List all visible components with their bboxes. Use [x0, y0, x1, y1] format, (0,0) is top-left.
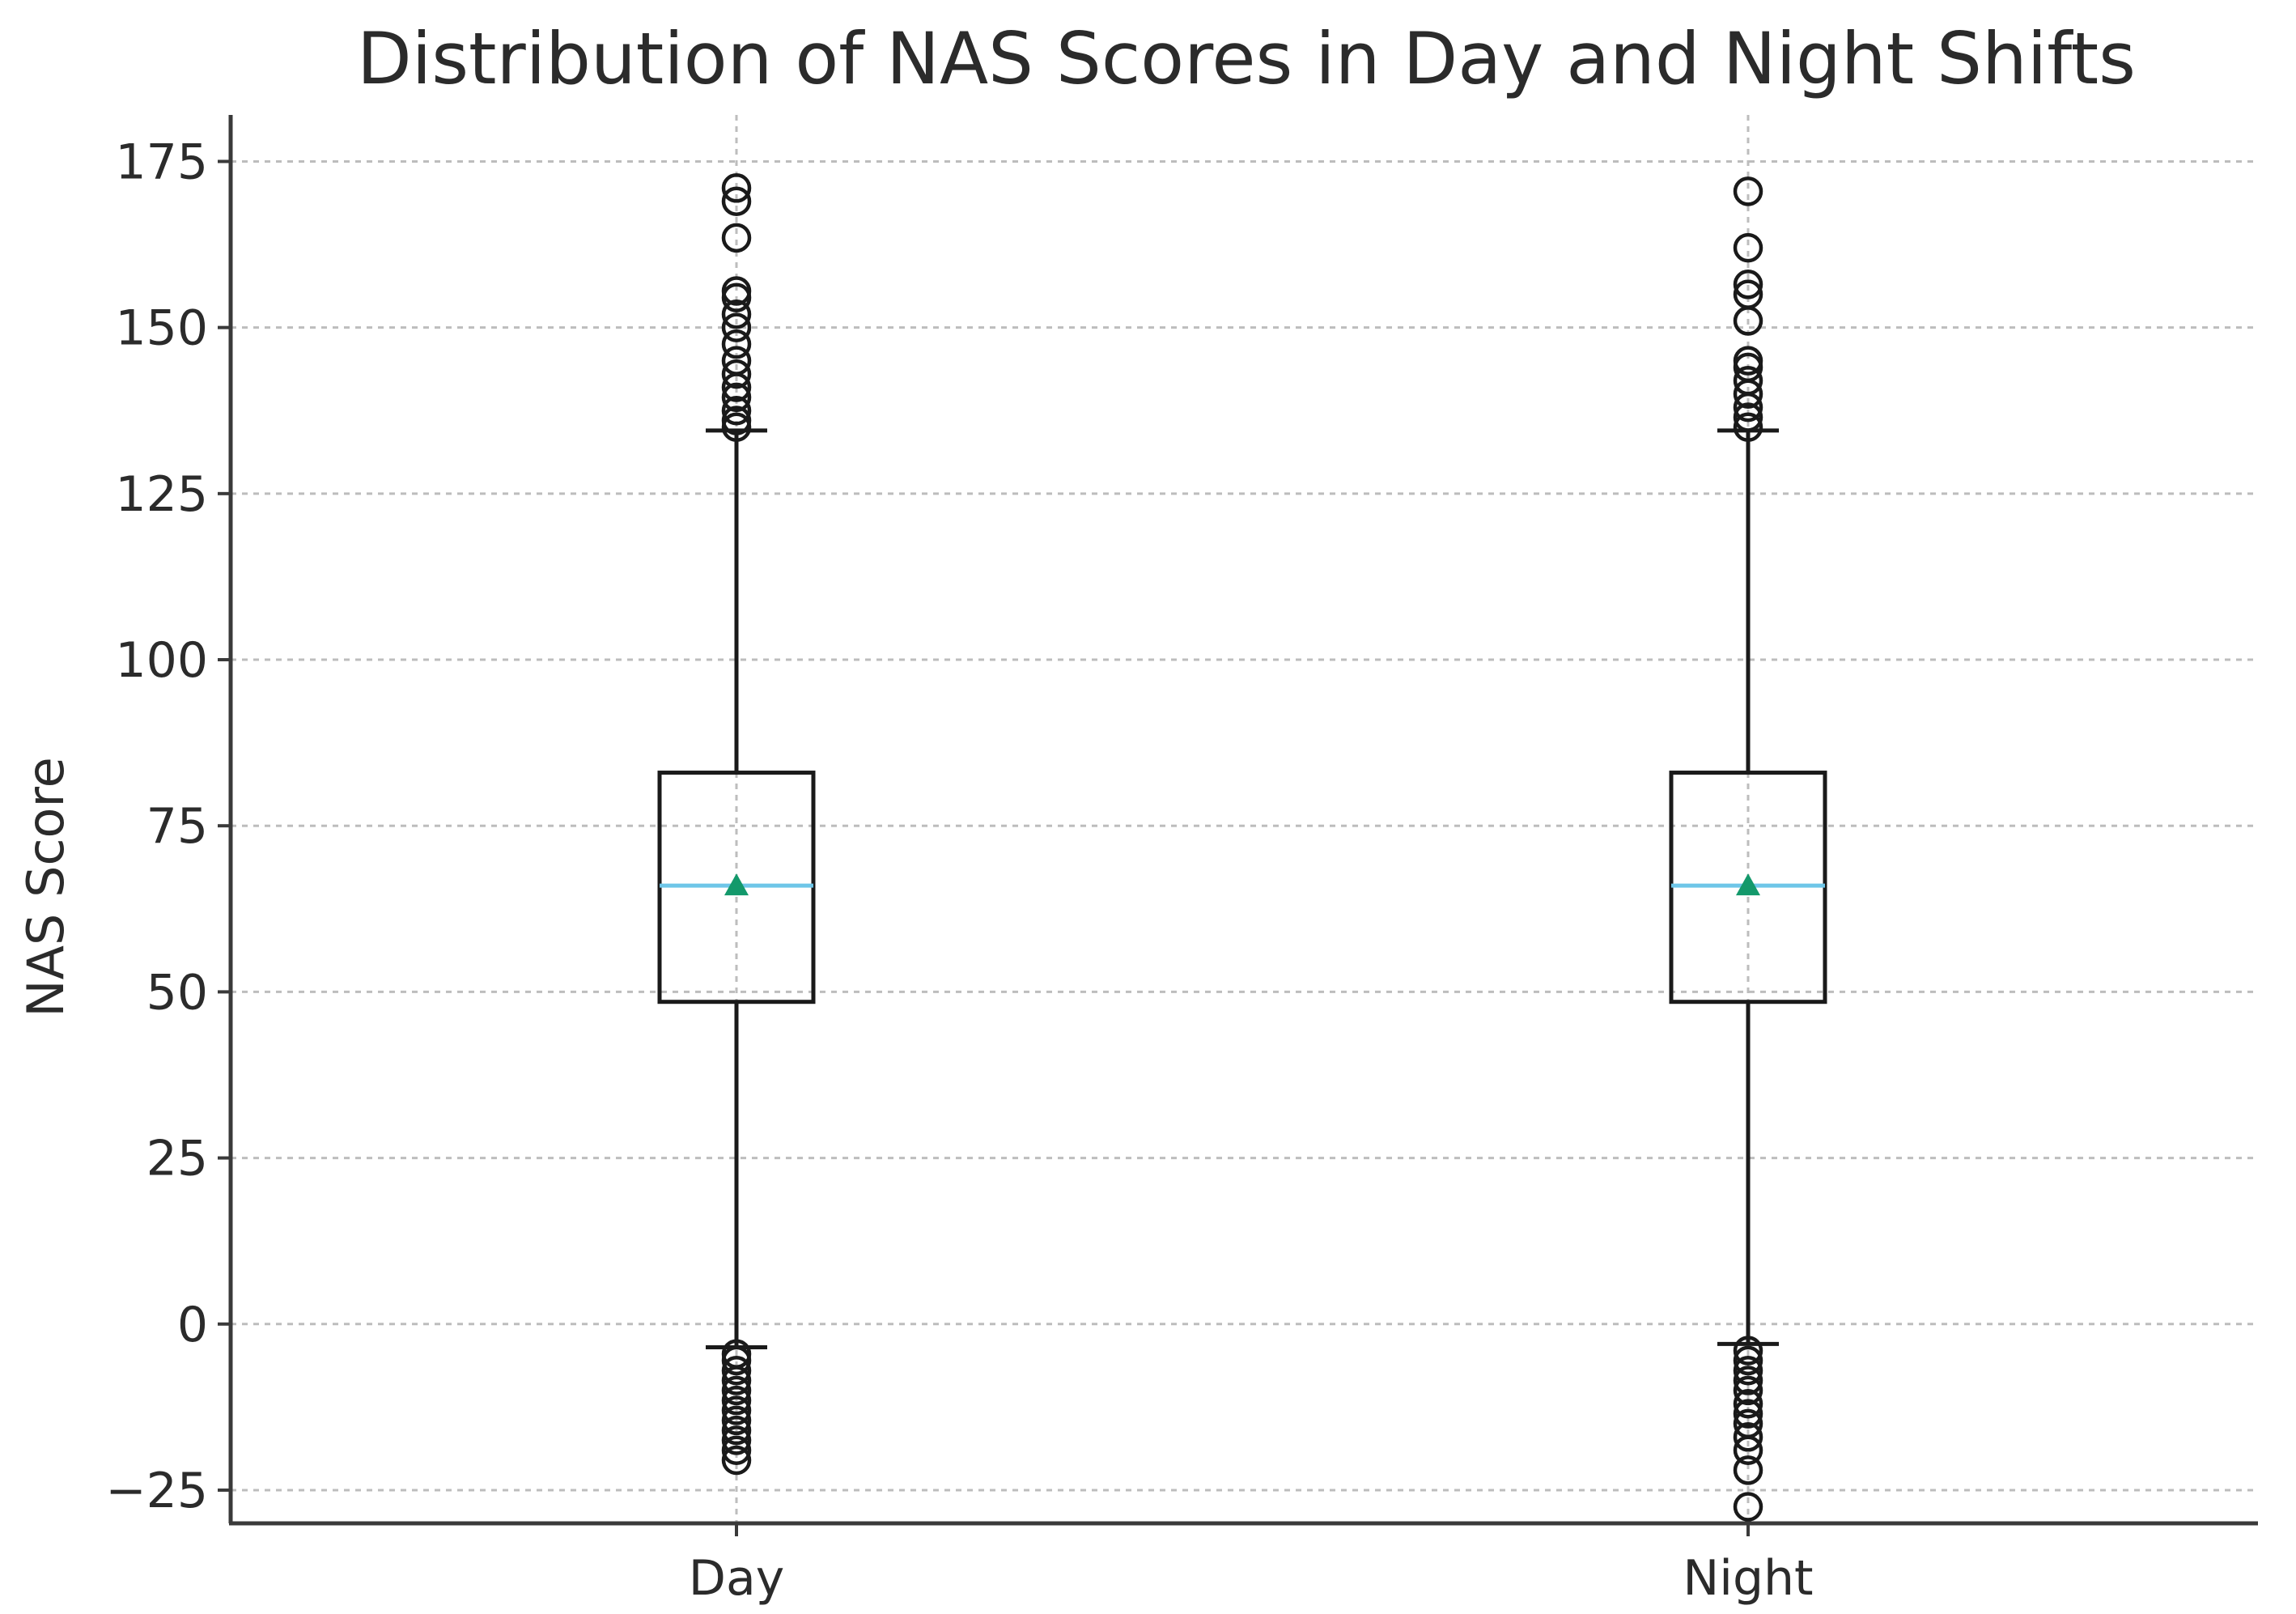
mean-marker — [724, 873, 749, 896]
outlier-point — [1733, 392, 1763, 423]
y-tick-label: 125 — [115, 466, 208, 523]
outlier-point — [1733, 1375, 1763, 1406]
plot-layer — [657, 173, 1827, 1522]
y-tick-label: 75 — [146, 798, 208, 855]
tick-layer: −25 0 25 50 75 100 125 150 175 Day Night — [105, 134, 1813, 1607]
outlier-point — [1733, 379, 1763, 409]
y-tick-label: 150 — [115, 300, 208, 357]
outlier-point — [1733, 270, 1763, 299]
outlier-point — [721, 1375, 752, 1406]
outlier-point — [721, 1355, 752, 1386]
outlier-point — [1733, 306, 1763, 336]
outlier-point — [1733, 1366, 1763, 1395]
y-tick-label: 25 — [146, 1131, 208, 1187]
y-tick-label: 0 — [177, 1297, 208, 1353]
outlier-point — [721, 1395, 752, 1425]
outlier-point — [721, 186, 752, 216]
y-axis-label: NAS Score — [16, 757, 75, 1017]
box-group-night — [1669, 176, 1827, 1522]
outlier-point — [1733, 232, 1763, 263]
outlier-point — [721, 1385, 752, 1416]
y-tick-label: 100 — [115, 632, 208, 689]
outlier-point — [721, 412, 752, 443]
outlier-point — [721, 1415, 752, 1446]
outlier-point — [721, 395, 752, 426]
outlier-point — [1733, 1389, 1763, 1419]
outlier-point — [1733, 176, 1763, 206]
grid-layer — [231, 115, 2258, 1523]
outlier-point — [1733, 1345, 1763, 1376]
outlier-point — [721, 359, 752, 389]
outlier-point — [721, 223, 752, 253]
outlier-point — [721, 382, 752, 413]
x-tick-label: Night — [1683, 1550, 1813, 1607]
outlier-point — [721, 282, 752, 312]
outlier-point — [1733, 1455, 1763, 1485]
outlier-point — [1733, 1355, 1763, 1386]
outlier-point — [721, 1425, 752, 1455]
outlier-point — [1733, 1435, 1763, 1465]
outlier-point — [1733, 1422, 1763, 1452]
outlier-point — [1733, 1492, 1763, 1522]
y-tick-label: 50 — [146, 964, 208, 1021]
outlier-point — [1733, 402, 1763, 432]
outlier-point — [721, 173, 752, 203]
outlier-point — [721, 372, 752, 402]
outlier-point — [721, 312, 752, 342]
box-group-day — [657, 173, 816, 1476]
outlier-point — [721, 1345, 752, 1376]
outlier-point — [721, 1366, 752, 1395]
outlier-point — [721, 299, 752, 329]
chart-title: Distribution of NAS Scores in Day and Ni… — [357, 17, 2136, 100]
outlier-point — [721, 329, 752, 359]
outlier-point — [721, 1445, 752, 1476]
outlier-point — [1733, 1399, 1763, 1429]
y-tick-label: 175 — [115, 134, 208, 190]
outlier-point — [721, 1435, 752, 1465]
y-tick-label: −25 — [105, 1463, 208, 1519]
outlier-point — [1733, 1336, 1763, 1366]
x-tick-label: Day — [689, 1550, 784, 1607]
mean-marker — [1736, 873, 1760, 896]
outlier-point — [721, 1405, 752, 1436]
outlier-point — [1733, 412, 1763, 443]
